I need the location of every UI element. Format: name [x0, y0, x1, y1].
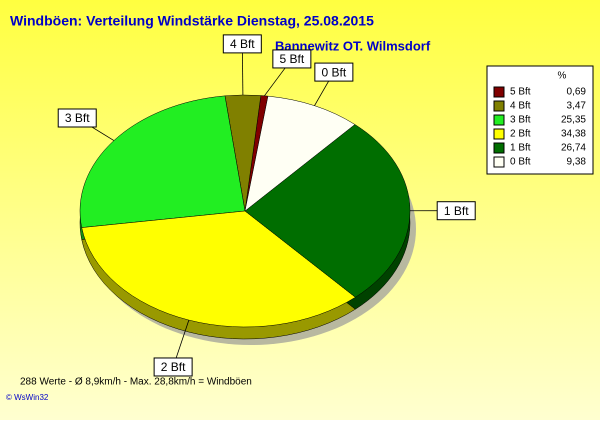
slice-label: 3 Bft	[65, 111, 90, 125]
legend-label: 2 Bft	[510, 129, 531, 140]
slice-label: 5 Bft	[280, 52, 305, 66]
legend-swatch	[494, 129, 504, 139]
credit: © WsWin32	[6, 393, 49, 402]
legend-value: 0,69	[567, 87, 587, 98]
slice-label: 4 Bft	[230, 37, 255, 51]
legend-swatch	[494, 115, 504, 125]
legend-swatch	[494, 87, 504, 97]
legend-label: 0 Bft	[510, 157, 531, 168]
slice-label: 2 Bft	[161, 360, 186, 374]
legend-value: 26,74	[561, 143, 586, 154]
legend-value: 9,38	[567, 157, 587, 168]
slice-label: 0 Bft	[322, 65, 347, 79]
footer: 288 Werte - Ø 8,9km/h - Max. 28,8km/h = …	[20, 377, 252, 388]
legend-label: 4 Bft	[510, 101, 531, 112]
legend-label: 5 Bft	[510, 87, 531, 98]
legend-value: 3,47	[567, 101, 587, 112]
legend-swatch	[494, 143, 504, 153]
legend-swatch	[494, 157, 504, 167]
legend-value: 34,38	[561, 129, 586, 140]
legend-label: 1 Bft	[510, 143, 531, 154]
legend-value: 25,35	[561, 115, 586, 126]
chart-title: Windböen: Verteilung Windstärke Dienstag…	[10, 13, 374, 29]
legend-header: %	[558, 71, 567, 82]
slice-label: 1 Bft	[444, 204, 469, 218]
legend-label: 3 Bft	[510, 115, 531, 126]
legend-swatch	[494, 101, 504, 111]
